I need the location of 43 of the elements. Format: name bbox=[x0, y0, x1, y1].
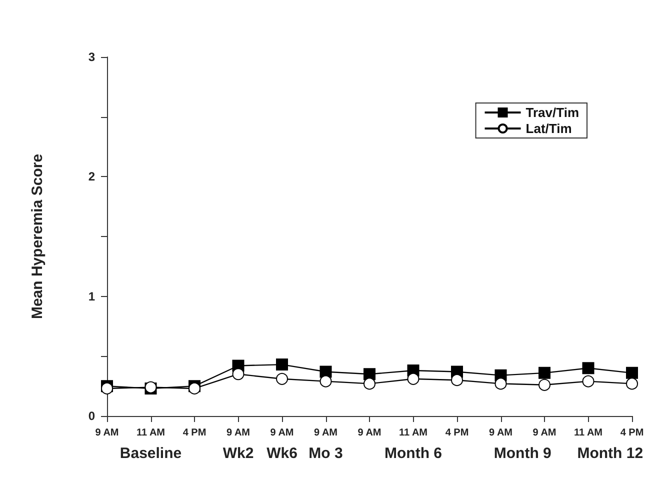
x-tick-label: 11 AM bbox=[574, 428, 603, 438]
text: Mo 3 bbox=[308, 445, 343, 462]
point bbox=[276, 372, 288, 385]
x-tick-label: 9 AM bbox=[314, 428, 338, 438]
x-tick-label: 9 AM bbox=[532, 428, 556, 438]
point bbox=[626, 378, 638, 390]
x-tick-label: 4 PM bbox=[182, 428, 206, 438]
point bbox=[451, 374, 463, 386]
y-tick-label: 0 bbox=[88, 409, 96, 423]
x-tick-label: 4 PM bbox=[445, 428, 469, 438]
point bbox=[582, 362, 594, 374]
point bbox=[276, 358, 288, 371]
text: Baseline bbox=[120, 445, 182, 462]
x-tick-label: 9 AM bbox=[488, 428, 513, 438]
x-tick-label: 9 AM bbox=[95, 428, 119, 438]
x-tick-label: 9 AM bbox=[358, 428, 382, 438]
point bbox=[407, 372, 420, 385]
x-tick-label: 4 PM bbox=[620, 428, 644, 438]
y-tick-label: 2 bbox=[88, 170, 96, 184]
text: Month 9 bbox=[494, 445, 552, 462]
y-tick-label: 3 bbox=[88, 50, 96, 64]
x-tick-label: 9 AM bbox=[226, 428, 250, 438]
point bbox=[364, 368, 376, 380]
x-tick-label: 11 AM bbox=[136, 428, 166, 438]
legend-label: Lat/Tim bbox=[526, 121, 572, 136]
point bbox=[232, 368, 244, 380]
legend-label: Trav/Tim bbox=[526, 105, 580, 120]
point bbox=[364, 378, 376, 390]
y-tick-label: 1 bbox=[88, 289, 96, 304]
text: Wk2 bbox=[222, 445, 254, 462]
point bbox=[538, 366, 550, 379]
point bbox=[582, 375, 594, 388]
point bbox=[494, 378, 507, 390]
x-tick-label: 9 AM bbox=[270, 428, 294, 438]
point bbox=[320, 366, 332, 378]
y-axis-title: Mean Hyperemia Score bbox=[29, 154, 46, 320]
point bbox=[320, 375, 332, 388]
text: Month 6 bbox=[384, 445, 442, 462]
text: Wk6 bbox=[266, 445, 298, 462]
point bbox=[538, 378, 550, 391]
x-tick-label: 11 AM bbox=[398, 428, 428, 438]
point bbox=[626, 366, 638, 379]
text: Month 12 bbox=[577, 445, 644, 462]
